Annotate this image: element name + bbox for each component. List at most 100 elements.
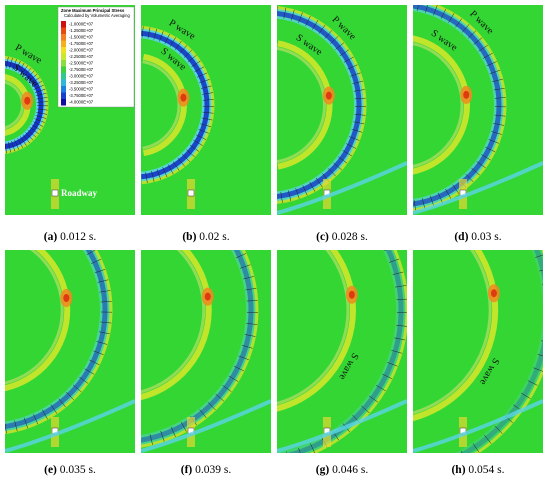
stress-arrow bbox=[396, 298, 407, 301]
stress-arrow bbox=[489, 69, 501, 74]
stress-arrow bbox=[147, 27, 151, 39]
panel-letter: (h) bbox=[451, 464, 465, 476]
stress-arrow bbox=[277, 6, 278, 13]
stress-arrow bbox=[310, 443, 315, 453]
stress-arrow bbox=[274, 454, 276, 465]
stress-arrow bbox=[141, 26, 144, 38]
stress-arrow bbox=[524, 227, 534, 232]
stress-arrow bbox=[486, 61, 497, 67]
stress-core bbox=[180, 93, 187, 102]
p-wave-front bbox=[413, 5, 502, 207]
panel-letter: (e) bbox=[44, 464, 57, 476]
shear-wave-front bbox=[413, 250, 499, 422]
stress-arrow bbox=[409, 0, 410, 10]
stress-arrow bbox=[460, 450, 463, 453]
stress-arrow bbox=[94, 269, 106, 274]
stress-arrow bbox=[200, 85, 212, 89]
stress-arrow bbox=[430, 195, 435, 207]
stress-arrow bbox=[421, 198, 426, 209]
stress-arrow bbox=[530, 240, 540, 244]
stress-arrow bbox=[482, 52, 493, 59]
stress-arrow bbox=[35, 115, 47, 119]
shear-wave-inner bbox=[413, 250, 492, 415]
stress-arrow bbox=[295, 188, 300, 199]
stress-arrow bbox=[36, 101, 48, 103]
stress-arrow bbox=[492, 78, 503, 83]
stress-arrow bbox=[283, 7, 287, 19]
stress-arrow bbox=[535, 254, 543, 258]
stress-arrow bbox=[199, 79, 210, 84]
panel-time: 0.054 s. bbox=[468, 464, 504, 476]
panel-letter: (b) bbox=[182, 231, 196, 243]
stress-arrow bbox=[318, 24, 326, 34]
panel-caption: (a) 0.012 s. bbox=[44, 231, 97, 243]
stress-arrow bbox=[291, 9, 295, 21]
stress-core bbox=[63, 294, 70, 303]
stress-arrow bbox=[235, 253, 247, 259]
stress-arrow bbox=[384, 250, 387, 251]
stress-arrow bbox=[520, 392, 531, 399]
shear-wave-inner bbox=[141, 250, 206, 394]
stress-arrow bbox=[33, 84, 44, 90]
p-wave-trail bbox=[141, 25, 215, 185]
legend-swatch bbox=[61, 27, 66, 34]
stress-arrow bbox=[18, 62, 25, 73]
legend-label: -2.7500E+07 bbox=[69, 67, 94, 72]
stress-arrow bbox=[191, 60, 201, 68]
stress-arrow bbox=[537, 354, 543, 357]
stress-arrow bbox=[100, 301, 112, 303]
stress-arrow bbox=[215, 393, 225, 402]
stress-arrow bbox=[485, 146, 496, 153]
stress-arrow bbox=[162, 167, 168, 178]
legend-swatch bbox=[61, 92, 66, 99]
shear-wave-inner bbox=[142, 60, 181, 150]
panel: S wave bbox=[139, 250, 271, 453]
stress-arrow bbox=[376, 384, 386, 392]
legend-label: -1.0000E+07 bbox=[69, 22, 94, 27]
stress-arrow bbox=[543, 327, 550, 328]
stress-arrow bbox=[97, 279, 109, 283]
stress-arrow bbox=[330, 36, 339, 45]
stress-arrow bbox=[539, 269, 543, 272]
stress-arrow bbox=[145, 172, 148, 184]
stress-arrow bbox=[183, 49, 193, 58]
stress-arrow bbox=[5, 422, 7, 434]
stress-arrow bbox=[298, 447, 301, 453]
stress-arrow bbox=[298, 12, 303, 23]
reflected-wave bbox=[141, 399, 271, 453]
legend-box bbox=[57, 6, 135, 108]
stress-arrow bbox=[139, 436, 141, 447]
stress-arrow bbox=[338, 156, 348, 164]
stress-arrow bbox=[481, 154, 491, 161]
stress-arrow bbox=[335, 42, 345, 50]
legend-label: -2.5000E+07 bbox=[69, 61, 94, 66]
panel-time: 0.02 s. bbox=[199, 231, 229, 243]
stress-arrow bbox=[202, 111, 214, 114]
stress-arrow bbox=[89, 359, 100, 366]
stress-arrow bbox=[448, 13, 455, 23]
shear-wave-front bbox=[141, 250, 212, 401]
stress-arrow bbox=[30, 77, 40, 84]
stress-arrow bbox=[34, 118, 45, 123]
legend: Zone Maximum Principal StressCalculated … bbox=[57, 6, 135, 108]
stress-core bbox=[348, 290, 355, 299]
stress-arrow bbox=[422, 466, 425, 477]
stress-arrow bbox=[202, 99, 214, 101]
legend-label: -4.0000E+07 bbox=[69, 100, 94, 105]
stress-arrow bbox=[394, 337, 406, 341]
stress-arrow bbox=[361, 405, 370, 414]
stress-arrow bbox=[198, 129, 209, 134]
panel: S waveP wave bbox=[5, 250, 135, 453]
legend-swatch bbox=[61, 34, 66, 41]
stress-arrow bbox=[465, 173, 474, 183]
stress-core bbox=[490, 289, 497, 298]
panel: S wave bbox=[274, 250, 407, 465]
stress-arrow bbox=[354, 97, 366, 100]
stress-arrow bbox=[167, 164, 174, 175]
legend-swatch bbox=[61, 73, 66, 80]
stress-core bbox=[24, 96, 31, 105]
stress-arrow bbox=[246, 300, 258, 302]
stress-arrow bbox=[478, 44, 488, 52]
stress-arrow bbox=[153, 28, 158, 40]
